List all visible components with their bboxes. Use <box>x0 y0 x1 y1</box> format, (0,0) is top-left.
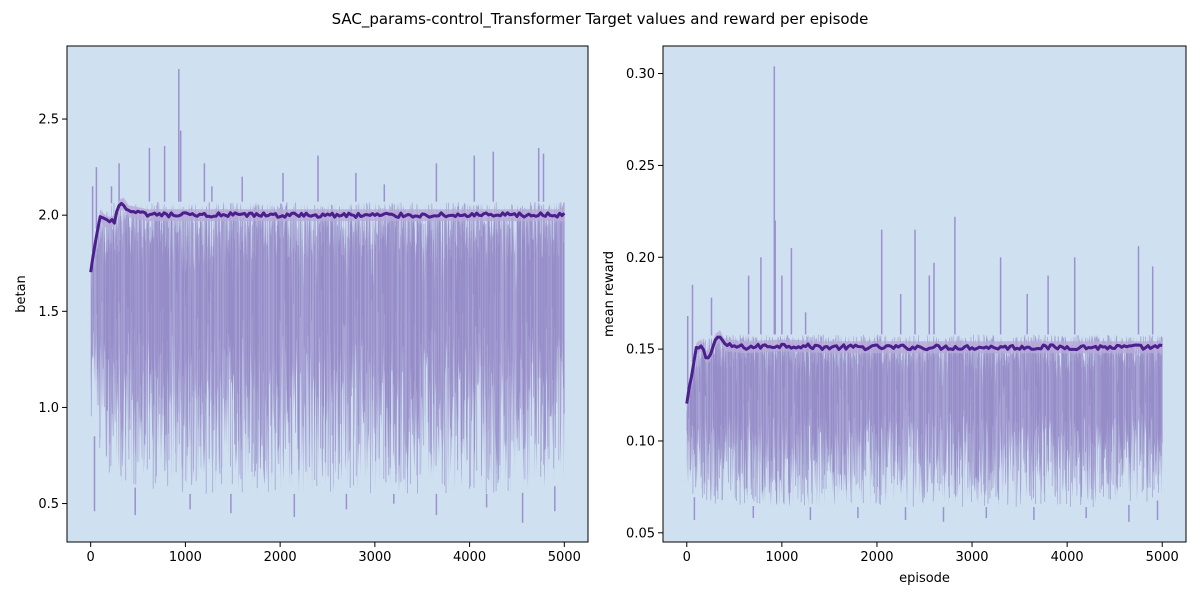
x-tick-label: 1000 <box>765 550 798 565</box>
y-axis-label-reward: mean reward <box>602 251 617 337</box>
y-tick-label: 2.0 <box>38 209 59 224</box>
y-tick-label: 0.25 <box>626 159 655 174</box>
x-tick-label: 2000 <box>860 550 893 565</box>
figure-title: SAC_params-control_Transformer Target va… <box>332 10 869 29</box>
x-tick-label: 3000 <box>955 550 988 565</box>
y-axis-label-betan: betan <box>14 275 29 313</box>
y-tick-label: 1.5 <box>38 305 59 320</box>
x-tick-label: 0 <box>683 550 691 565</box>
betan-subplot: 0 1000 2000 3000 4000 5000 0.5 1.0 1.5 2.0 2.5 be… <box>14 45 589 565</box>
x-ticks-reward: 0 1000 2000 3000 4000 5000 <box>683 542 1179 565</box>
raw-trace <box>686 334 1163 507</box>
y-tick-label: 0.10 <box>626 434 655 449</box>
noise-fill-reward <box>686 334 1163 508</box>
x-axis-label-episode: episode <box>899 571 950 586</box>
y-tick-label: 2.5 <box>38 113 59 128</box>
y-tick-label: 0.30 <box>626 67 655 82</box>
noise-fill-betan <box>90 201 565 494</box>
mean-line <box>89 201 566 273</box>
mean-line <box>685 335 1163 404</box>
x-ticks-betan: 0 1000 2000 3000 4000 5000 <box>87 542 581 565</box>
x-tick-label: 5000 <box>548 550 581 565</box>
y-ticks-betan: 0.5 1.0 1.5 2.0 2.5 <box>38 113 67 512</box>
y-ticks-reward: 0.05 0.10 0.15 0.20 0.25 0.30 <box>626 67 663 541</box>
y-tick-label: 0.5 <box>38 497 59 512</box>
x-tick-label: 2000 <box>264 550 297 565</box>
y-tick-label: 0.05 <box>626 526 655 541</box>
x-tick-label: 5000 <box>1146 550 1179 565</box>
x-tick-label: 4000 <box>453 550 486 565</box>
x-tick-label: 3000 <box>358 550 391 565</box>
mean-band <box>686 330 1163 411</box>
x-tick-label: 0 <box>87 550 95 565</box>
y-tick-label: 0.20 <box>626 251 655 266</box>
reward-subplot: 0 1000 2000 3000 4000 5000 0.050.100.150.200.… <box>602 45 1187 586</box>
y-tick-label: 1.0 <box>38 401 59 416</box>
series-marks-reward <box>685 66 1163 522</box>
y-tick-label: 0.15 <box>626 343 655 358</box>
axes-frame-betan <box>66 45 589 543</box>
axes-frame-reward <box>662 45 1187 543</box>
series-marks-betan <box>89 69 566 523</box>
raw-trace <box>90 202 565 494</box>
x-tick-label: 4000 <box>1051 550 1084 565</box>
x-tick-label: 1000 <box>169 550 202 565</box>
